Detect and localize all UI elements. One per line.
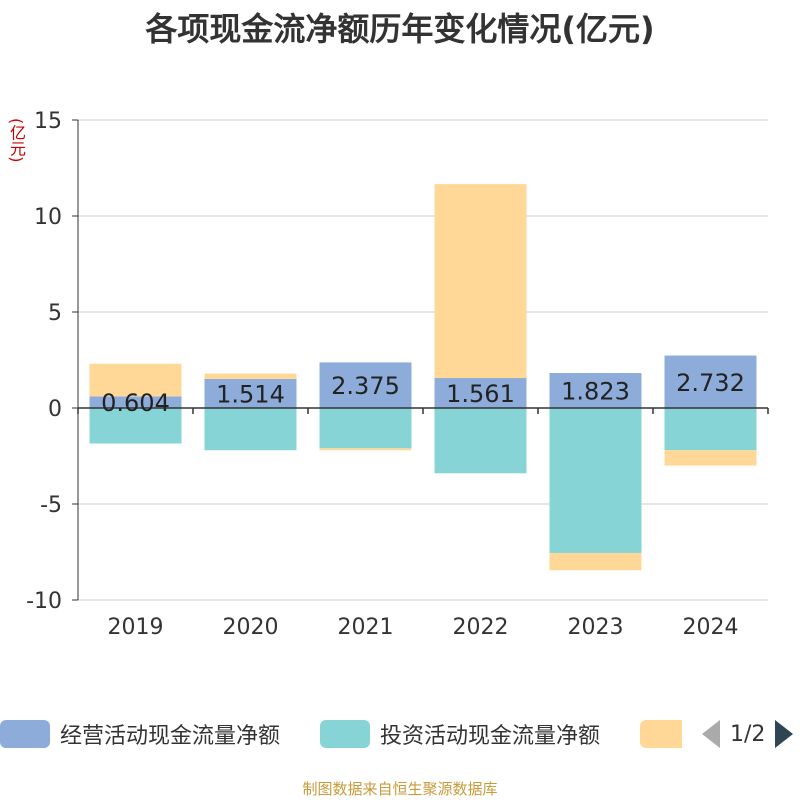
- chart-title: 各项现金流净额历年变化情况(亿元): [145, 10, 655, 48]
- bar-investing: [89, 408, 182, 444]
- y-tick-label: 15: [34, 109, 62, 134]
- data-label: 1.561: [446, 380, 515, 408]
- legend-item-operating[interactable]: 经营活动现金流量净额: [0, 712, 280, 756]
- bar-investing: [319, 408, 412, 449]
- bar-operating: [89, 396, 182, 408]
- bar-operating: [664, 355, 757, 408]
- y-tick-label: -10: [26, 589, 62, 614]
- legend-swatch-operating: [0, 720, 50, 748]
- x-tick-label: 2023: [568, 615, 624, 640]
- legend-prev-icon[interactable]: [702, 720, 720, 748]
- x-tick-label: 2022: [453, 615, 509, 640]
- x-tick-label: 2024: [683, 615, 739, 640]
- data-label: 0.604: [101, 389, 170, 417]
- legend-next-icon[interactable]: [775, 720, 794, 748]
- legend-item-financing[interactable]: [640, 712, 692, 756]
- data-label: 1.823: [561, 377, 630, 405]
- y-tick-label: -5: [40, 493, 62, 518]
- bar-financing: [434, 184, 527, 379]
- data-label: 2.732: [676, 369, 745, 397]
- y-tick-label: 5: [48, 301, 62, 326]
- x-tick-label: 2019: [108, 615, 164, 640]
- legend-pager: 1/2: [702, 712, 794, 756]
- y-tick-label: 10: [34, 205, 62, 230]
- x-tick-label: 2020: [223, 615, 279, 640]
- bar-operating: [549, 372, 642, 408]
- bar-financing: [204, 373, 297, 379]
- x-tick-label: 2021: [338, 615, 394, 640]
- data-label: 2.375: [331, 372, 400, 400]
- legend-item-investing[interactable]: 投资活动现金流量净额: [320, 712, 600, 756]
- y-axis-label: (亿元): [7, 118, 26, 163]
- bar-operating: [434, 378, 527, 408]
- bar-operating: [319, 362, 412, 408]
- legend-swatch-financing: [640, 720, 682, 748]
- legend-swatch-investing: [320, 720, 370, 748]
- chart-area: 15 10 5 0 -5 -10 2019 2020 2021 2022 2023 2024 0.604…: [26, 109, 769, 640]
- legend-page-indicator: 1/2: [730, 721, 766, 747]
- legend: 经营活动现金流量净额 投资活动现金流量净额 1/2: [0, 712, 800, 756]
- legend-label-operating: 经营活动现金流量净额: [60, 724, 281, 749]
- bar-investing: [549, 408, 642, 553]
- bar-investing: [204, 408, 297, 451]
- bar-financing: [549, 552, 642, 571]
- source-footer: 制图数据来自恒生聚源数据库: [302, 780, 498, 798]
- bar-investing: [664, 408, 757, 451]
- y-tick-label: 0: [48, 397, 62, 422]
- bar-financing: [319, 448, 412, 451]
- data-label: 1.514: [216, 380, 285, 408]
- bar-financing: [664, 450, 757, 466]
- bar-investing: [434, 408, 527, 474]
- bar-operating: [204, 378, 297, 408]
- bar-financing: [89, 363, 182, 397]
- legend-label-investing: 投资活动现金流量净额: [380, 724, 601, 749]
